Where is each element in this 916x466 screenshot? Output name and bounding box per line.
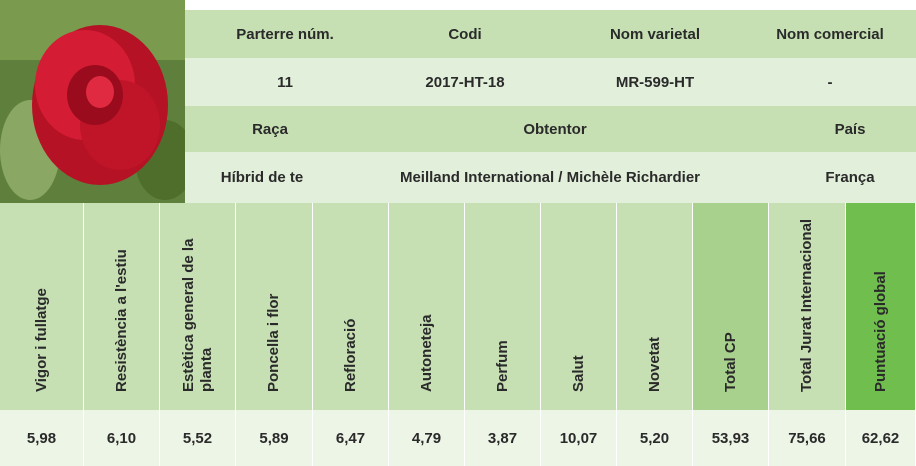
score-header-text: Novetat	[645, 336, 663, 392]
score-header: Total Jurat Internacional	[769, 203, 846, 410]
score-header: Vigor i fullatge	[0, 203, 84, 410]
header-label: País	[834, 120, 866, 138]
score-header-text: Vigor i fullatge	[32, 288, 50, 392]
header-value: MR-599-HT	[615, 73, 695, 91]
score-header-text: Total Jurat Internacional	[798, 218, 815, 392]
score-header-text: Puntuació global	[871, 271, 889, 392]
header-value: Meilland International / Michèle Richard…	[399, 169, 701, 186]
score-header-text: Estètica general de la planta	[179, 238, 215, 392]
header-band	[185, 10, 916, 58]
score-header: Refloració	[313, 203, 389, 410]
header-value: Híbrid de te	[220, 169, 304, 186]
header-value: 11	[277, 73, 293, 91]
header-label: Nom comercial	[776, 25, 884, 43]
header-label: Obtentor	[523, 120, 587, 138]
score-value: 6,47	[313, 410, 389, 466]
header-band	[185, 152, 916, 203]
score-header: Poncella i flor	[236, 203, 313, 410]
header-value: 2017-HT-18	[425, 73, 505, 91]
header-value: França	[825, 169, 875, 186]
score-header-text: Autoneteja	[417, 314, 435, 392]
score-value: 4,79	[389, 410, 465, 466]
score-header-text: Salut	[569, 355, 587, 392]
header-label: Nom varietal	[609, 25, 701, 43]
score-header: Perfum	[465, 203, 541, 410]
score-header-text: Poncella i flor	[265, 293, 282, 392]
score-header-text: Total CP	[721, 332, 739, 392]
score-value: 5,98	[0, 410, 84, 466]
score-header: Puntuació global	[846, 203, 916, 410]
score-value: 5,89	[236, 410, 313, 466]
header-label: Raça	[252, 120, 288, 138]
rose-photo	[0, 0, 185, 203]
score-value: 53,93	[693, 410, 769, 466]
score-value: 62,62	[846, 410, 916, 466]
score-header-text: Perfum	[493, 340, 511, 392]
score-value: 10,07	[541, 410, 617, 466]
score-value: 3,87	[465, 410, 541, 466]
header-band	[185, 58, 916, 106]
header-band	[185, 106, 916, 152]
score-value: 5,52	[160, 410, 236, 466]
score-header: Salut	[541, 203, 617, 410]
header-label: Parterre núm.	[236, 25, 334, 43]
score-header: Estètica general de la planta	[160, 203, 236, 410]
score-header: Resistència a l'estiu	[84, 203, 160, 410]
header-value: -	[827, 73, 833, 91]
score-header: Autoneteja	[389, 203, 465, 410]
score-header-text: Resistència a l'estiu	[112, 249, 130, 392]
score-header: Novetat	[617, 203, 693, 410]
score-header-text: Refloració	[341, 318, 359, 392]
score-value: 5,20	[617, 410, 693, 466]
score-header: Total CP	[693, 203, 769, 410]
score-value: 6,10	[84, 410, 160, 466]
score-value: 75,66	[769, 410, 846, 466]
header-label: Codi	[448, 25, 482, 43]
